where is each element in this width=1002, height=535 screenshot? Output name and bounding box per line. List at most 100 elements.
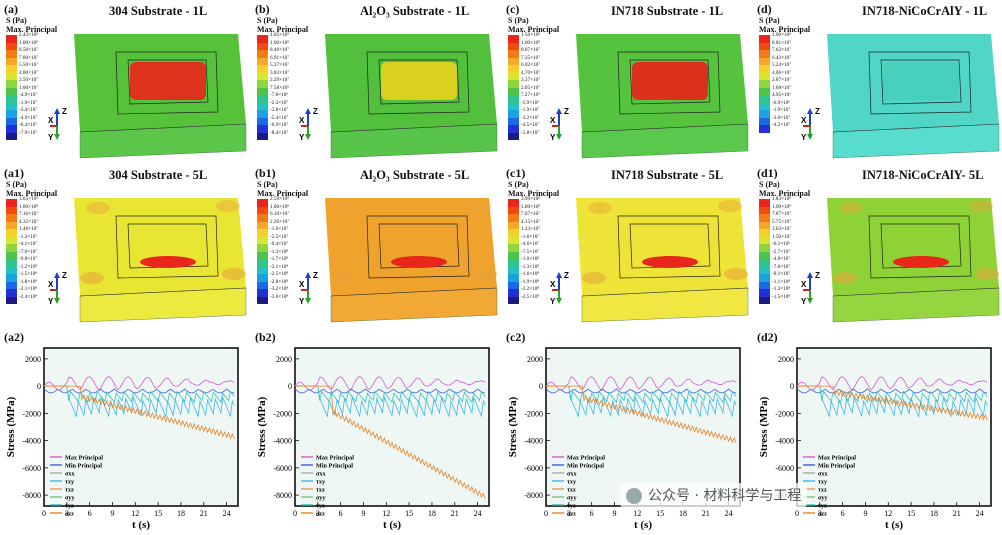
legend-swatch <box>257 199 268 207</box>
legend-value: 1.48×10⁷ <box>19 226 38 232</box>
legend-value: 8.67×10⁷ <box>521 47 540 53</box>
legend-swatch <box>257 296 268 304</box>
series-txy <box>797 385 988 419</box>
legend-value: 2.50×10⁷ <box>19 77 38 83</box>
legend-value: -3.4×10⁷ <box>19 107 38 113</box>
y-axis-title: Stress (MPa) <box>256 396 268 457</box>
corner-contour <box>839 202 863 214</box>
legend-value: 4.00×10⁷ <box>19 69 38 76</box>
legend-value: -1.9×10⁸ <box>521 278 540 285</box>
contour-panel: (c1) IN718 Substrate - 5L S (Pa) Max. Princ… <box>506 166 751 326</box>
legend-value: -4.2×10⁷ <box>772 122 791 128</box>
legend-swatch <box>257 132 268 140</box>
legend-values: 1.00×10⁸ 8.81×10⁷ 7.62×10⁷ 6.43×10⁷ 5.24×10⁷… <box>772 32 791 130</box>
legend-colorbar <box>759 35 770 133</box>
legend-swatch <box>759 266 770 274</box>
cube-top-face <box>827 198 999 296</box>
legend-swatch <box>759 221 770 229</box>
legend-swatch <box>508 65 519 73</box>
legend-swatch <box>508 95 519 103</box>
inner-frame <box>629 59 711 105</box>
legend-label: σzz <box>65 510 74 517</box>
x-axis-label: X <box>299 116 305 125</box>
legend-value: -2.7×10⁷ <box>772 248 791 255</box>
legend-value: -1.3×10⁸ <box>772 286 791 292</box>
legend-swatch <box>759 42 770 50</box>
panel-title: Al₂O₃ Substrate - 5L <box>360 168 470 182</box>
legend-value: 1.83×10⁸ <box>772 196 791 202</box>
legend-swatch <box>257 229 268 237</box>
contour-cube <box>74 34 247 159</box>
y-tick-label: -4000 <box>775 437 794 446</box>
x-tick-label: 21 <box>451 509 459 518</box>
legend-values: 3.65×10⁸ 1.00×10⁸ 7.16×10⁷ 4.32×10⁷ 1.48×10⁷… <box>19 196 38 301</box>
legend-value: 4.95×10⁶ <box>772 92 791 98</box>
legend-label: τyz <box>567 502 576 509</box>
x-tick-label: 21 <box>200 509 208 518</box>
legend-value: -2.5×10⁸ <box>270 271 289 277</box>
legend-value: 4.06×10⁷ <box>772 69 791 76</box>
legend-value: -9.4×10⁷ <box>270 241 289 247</box>
corner-contour <box>222 268 246 280</box>
legend-value: 1.00×10⁸ <box>19 39 38 46</box>
cube-edge <box>330 123 498 133</box>
y-tick-label: -2000 <box>273 409 292 418</box>
legend-value: -6.1×10⁶ <box>772 241 791 247</box>
legend-value: -1.1×10⁸ <box>772 278 791 285</box>
legend-value: -1.5×10⁸ <box>772 293 791 300</box>
legend-value: -4.8×10⁷ <box>772 256 791 262</box>
legend-label: Min Principal <box>818 462 855 469</box>
series-txy <box>546 385 737 419</box>
corner-contour <box>833 272 857 284</box>
outer-frame <box>115 215 219 279</box>
y-tick-label: 2000 <box>276 355 292 364</box>
legend-swatch <box>508 199 519 207</box>
legend-values: 1.83×10⁸ 1.00×10⁸ 7.87×10⁷ 5.75×10⁷ 3.63×10⁷… <box>772 196 791 301</box>
corner-contour <box>86 202 110 214</box>
legend-swatch <box>257 125 268 133</box>
z-axis-label: Z <box>564 271 569 280</box>
legend-colorbar <box>6 199 17 304</box>
corner-contour <box>975 268 999 280</box>
series-min-principal <box>545 388 737 394</box>
inner-frame <box>127 59 209 105</box>
legend-swatch <box>508 221 519 229</box>
legend-swatch <box>257 214 268 222</box>
legend-value: 3.83×10⁷ <box>270 69 289 76</box>
legend-swatch <box>6 199 17 207</box>
legend-swatch <box>257 266 268 274</box>
legend-value: 7.62×10⁷ <box>772 47 791 53</box>
legend-swatch <box>6 50 17 58</box>
legend-swatch <box>6 259 17 267</box>
legend-value: -9.1×10⁷ <box>772 271 791 277</box>
x-axis-title: t (s) <box>634 519 652 531</box>
legend-label: Min Principal <box>567 462 604 469</box>
legend-header-line: S (Pa) <box>257 180 278 189</box>
legend-value: -8.4×10⁷ <box>270 129 289 136</box>
series-szz <box>546 385 737 444</box>
legend-value: -1.3×10⁸ <box>270 248 289 255</box>
legend-value: 8.50×10⁷ <box>19 47 38 53</box>
legend-header: S (Pa) Max. Principal <box>759 180 810 198</box>
y-axis-label: Y <box>550 297 556 306</box>
contour-panel: (a) 304 Substrate - 1L S (Pa) Max. Principa… <box>4 2 249 162</box>
legend-swatch <box>759 57 770 65</box>
x-tick-label: 18 <box>679 509 687 518</box>
legend-value: 3.63×10⁷ <box>772 226 791 232</box>
legend-header-line: S (Pa) <box>6 16 27 25</box>
legend-value: -7.5×10⁷ <box>521 248 540 255</box>
legend-value: 7.16×10⁷ <box>19 211 38 217</box>
legend-label: σxx <box>65 470 75 477</box>
coordinate-axes-icon: ZXY <box>801 107 820 142</box>
stress-hotspot <box>632 62 708 100</box>
x-tick-label: 9 <box>612 509 616 518</box>
legend-swatch <box>6 229 17 237</box>
legend-value: 3.37×10⁷ <box>521 77 540 83</box>
legend-values: 2.43×10⁸ 1.00×10⁸ 8.50×10⁷ 7.00×10⁷ 5.50×10⁷… <box>19 32 38 137</box>
legend-label: τxz <box>65 486 74 493</box>
legend-swatch <box>508 125 519 133</box>
legend-value: -2.1×10⁸ <box>270 263 289 270</box>
stress-hotspot <box>893 256 949 268</box>
x-tick-label: 6 <box>590 509 594 518</box>
